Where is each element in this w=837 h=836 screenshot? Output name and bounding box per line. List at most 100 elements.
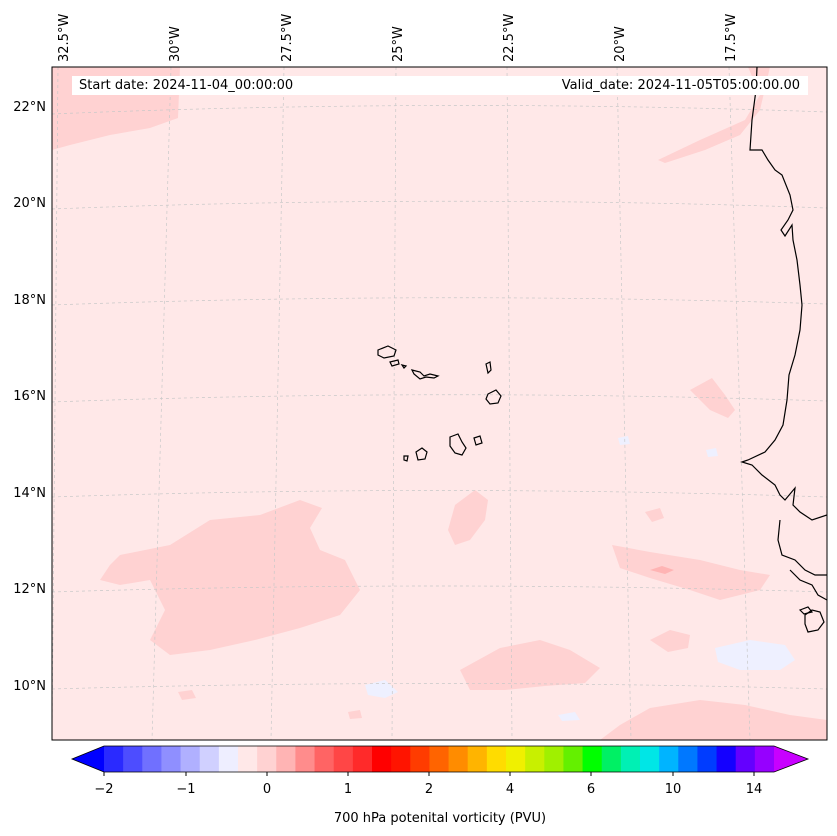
island-santa-luzia <box>400 364 408 369</box>
pv-patch-negative <box>618 436 630 445</box>
colorbar-segment <box>295 746 316 772</box>
longitude-label: 32.5°W <box>57 14 72 62</box>
longitude-label: 20°W <box>613 26 628 62</box>
colorbar-extend-min <box>72 746 104 772</box>
colorbar-segment <box>391 746 411 772</box>
colorbar-segment <box>448 746 469 772</box>
pv-patch <box>460 640 600 690</box>
colorbar-segment <box>544 746 564 772</box>
colorbar-tick-label: −2 <box>94 782 113 797</box>
longitude-label: 17.5°W <box>724 14 739 62</box>
colorbar-ticks: −2 −1 0 1 2 4 6 10 14 <box>94 772 762 797</box>
colorbar-segment <box>352 746 373 772</box>
island-sal <box>485 361 492 375</box>
pv-patch <box>650 630 690 652</box>
island-boa-vista <box>485 389 502 405</box>
island-maio <box>473 435 483 446</box>
colorbar-segment <box>659 746 679 772</box>
colorbar-segment <box>333 746 354 772</box>
colorbar-segment <box>467 746 488 772</box>
latitude-labels: 22°N 20°N 18°N 16°N 14°N 12°N 10°N <box>13 100 46 694</box>
colorbar-segment <box>238 746 258 772</box>
colorbar-segment <box>257 746 277 772</box>
colorbar-segment <box>410 746 430 772</box>
colorbar-segment <box>180 746 201 772</box>
map-frame <box>51 66 828 741</box>
pv-patch <box>178 690 196 700</box>
island-santo-antao <box>377 345 397 359</box>
colorbar-tick-label: 10 <box>665 782 682 797</box>
longitude-label: 25°W <box>391 26 406 62</box>
latitude-label: 14°N <box>13 486 46 501</box>
guinea-coast <box>804 609 825 633</box>
guinea-bissau-coast <box>789 569 827 601</box>
valid-date-box: Valid_date: 2024-11-05T05:00:00.00 <box>561 76 800 95</box>
colorbar-tick-label: 4 <box>506 782 514 797</box>
colorbar-segment <box>161 746 182 772</box>
pv-patch <box>600 700 827 740</box>
colorbar-segment <box>716 746 737 772</box>
colorbar-segment <box>314 746 335 772</box>
island-santiago <box>449 433 467 456</box>
colorbar-tick-label: −1 <box>176 782 195 797</box>
colorbar-segment <box>563 746 584 772</box>
africa-coastline <box>740 67 827 521</box>
pv-patch-negative <box>558 712 580 721</box>
latitude-label: 18°N <box>13 293 46 308</box>
colorbar-extend-max <box>774 746 808 772</box>
pv-patch-negative <box>706 448 718 457</box>
latitude-label: 16°N <box>13 389 46 404</box>
pv-patch <box>448 490 488 545</box>
latitude-label: 12°N <box>13 582 46 597</box>
colorbar-tick-label: 14 <box>746 782 763 797</box>
longitude-label: 27.5°W <box>280 14 295 62</box>
pv-patch <box>645 508 664 522</box>
colorbar-label: 700 hPa potenital vorticity (PVU) <box>334 811 546 826</box>
latitude-label: 10°N <box>13 679 46 694</box>
island-coast <box>798 606 814 615</box>
colorbar-tick-label: 1 <box>344 782 352 797</box>
pv-patch <box>348 710 362 719</box>
colorbar-segment <box>754 746 775 772</box>
island-brava <box>403 455 409 462</box>
colorbar-tick-label: 0 <box>263 782 271 797</box>
colorbar-segment <box>697 746 718 772</box>
colorbar-segment <box>104 746 124 772</box>
colorbar-segment <box>582 746 603 772</box>
colorbar-segment <box>601 746 622 772</box>
pv-patch-strong <box>650 566 674 574</box>
pv-patch-negative <box>715 640 795 670</box>
colorbar-segment <box>218 746 239 772</box>
colorbar-segment <box>620 746 641 772</box>
colorbar-segment <box>735 746 756 772</box>
island-fogo <box>415 447 428 461</box>
colorbar-segment <box>276 746 296 772</box>
colorbar-segment <box>506 746 526 772</box>
longitude-label: 30°W <box>168 26 183 62</box>
colorbar-segment <box>372 746 392 772</box>
colorbar-segment <box>199 746 220 772</box>
colorbar-segment <box>678 746 698 772</box>
longitude-label: 22.5°W <box>502 14 517 62</box>
colorbar-segment <box>486 746 507 772</box>
valid-date-text: Valid_date: 2024-11-05T05:00:00.00 <box>561 78 800 93</box>
latitude-label: 22°N <box>13 100 46 115</box>
pv-patch <box>100 500 360 655</box>
start-date-text: Start date: 2024-11-04_00:00:00 <box>79 78 294 93</box>
graticule <box>52 67 827 740</box>
island-sao-nicolau <box>410 369 440 380</box>
colorbar-segment <box>525 746 545 772</box>
coastlines <box>377 67 827 633</box>
pv-patch-negative <box>365 680 398 698</box>
longitude-labels: 32.5°W 30°W 27.5°W 25°W 22.5°W 20°W 17.5°W <box>57 14 739 62</box>
pv-patch <box>612 545 770 600</box>
colorbar-segment <box>429 746 450 772</box>
senegal-coast <box>777 519 827 576</box>
colorbar-tick-label: 2 <box>425 782 433 797</box>
colorbar-tick-label: 6 <box>587 782 595 797</box>
colorbar-segment <box>640 746 660 772</box>
latitude-label: 20°N <box>13 196 46 211</box>
island-sao-vicente <box>389 359 400 367</box>
colorbar <box>70 745 810 773</box>
